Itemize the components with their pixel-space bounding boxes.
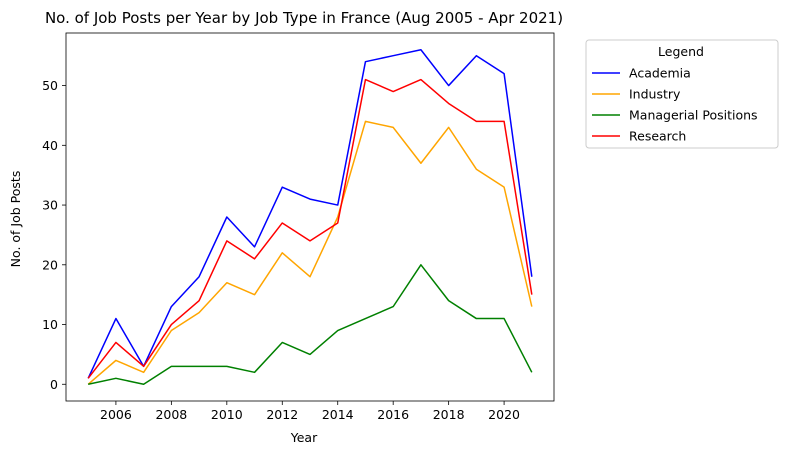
x-tick-label: 2010: [211, 407, 243, 422]
legend-label: Academia: [629, 66, 691, 81]
y-tick-label: 20: [42, 257, 58, 272]
legend-title: Legend: [658, 44, 704, 59]
series-line-research: [87, 78, 533, 379]
legend-label: Industry: [629, 87, 681, 102]
x-tick-label: 2008: [155, 407, 187, 422]
x-axis-label: Year: [290, 430, 318, 445]
y-tick-label: 40: [42, 138, 58, 153]
legend-label: Managerial Positions: [629, 108, 758, 123]
legend-entries: Academia Industry Managerial Positions Rese…: [592, 66, 758, 144]
series-line-industry: [87, 120, 533, 385]
y-tick-label: 0: [50, 377, 58, 392]
y-tick-label: 50: [42, 78, 58, 93]
legend-label: Research: [629, 129, 686, 144]
axes-frame: [65, 32, 555, 402]
x-tick-label: 2016: [377, 407, 409, 422]
x-tick-label: 2018: [433, 407, 465, 422]
chart-title: No. of Job Posts per Year by Job Type in…: [45, 9, 563, 27]
plot-area: 2006 2008 2010 2012 2014 2016 2018 2020 0 10 20 30 4…: [42, 32, 555, 422]
y-axis-label: No. of Job Posts: [8, 171, 23, 268]
x-tick-label: 2012: [266, 407, 298, 422]
y-tick-label: 10: [42, 317, 58, 332]
x-tick-label: 2020: [488, 407, 520, 422]
x-tick-label: 2014: [322, 407, 354, 422]
legend: Legend Academia Industry Managerial Positi…: [585, 39, 779, 149]
series-line-managerial-positions: [88, 264, 533, 386]
y-tick-label: 30: [42, 198, 58, 213]
series-line-academia: [87, 48, 533, 379]
legend-frame: [585, 39, 779, 149]
x-tick-label: 2006: [100, 407, 132, 422]
